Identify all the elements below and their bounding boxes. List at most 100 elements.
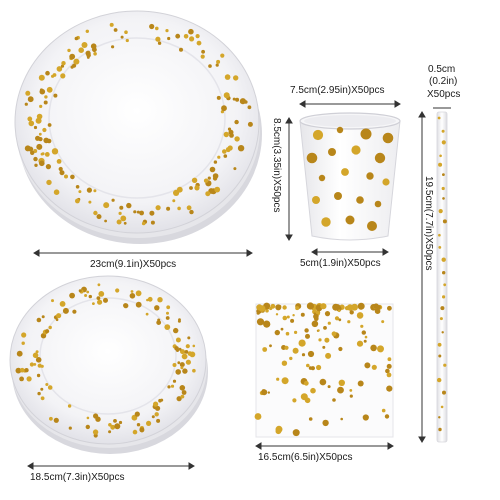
gold-dot	[24, 102, 28, 106]
gold-dot	[51, 148, 59, 155]
gold-dot	[337, 309, 341, 313]
gold-dot	[443, 363, 447, 367]
gold-dot	[312, 196, 320, 204]
gold-dot	[357, 380, 364, 387]
gold-dot	[165, 316, 170, 320]
gold-dot	[129, 293, 136, 299]
gold-dot	[34, 163, 38, 167]
gold-dot	[319, 378, 327, 386]
gold-dot	[73, 58, 80, 65]
gold-dot	[195, 34, 200, 39]
gold-dot	[75, 198, 80, 204]
gold-dot	[176, 186, 183, 193]
gold-dot	[53, 417, 59, 423]
gold-dot	[220, 53, 225, 58]
gold-dot	[332, 398, 336, 402]
gold-dot	[222, 149, 227, 154]
gold-dot	[441, 129, 445, 133]
gold-dot	[153, 401, 159, 407]
gold-dot	[441, 257, 446, 262]
gold-dot	[323, 326, 327, 330]
gold-dot	[126, 202, 132, 209]
gold-dot	[247, 105, 252, 110]
gold-dot	[135, 301, 142, 308]
large-plate-dots	[24, 22, 253, 226]
gold-dot	[185, 359, 191, 365]
gold-dot	[48, 325, 52, 330]
gold-dot	[223, 154, 228, 158]
gold-dot	[226, 147, 230, 152]
gold-dot	[187, 336, 191, 340]
gold-dot	[85, 29, 90, 33]
gold-dot	[442, 390, 446, 395]
gold-dot	[256, 318, 265, 326]
gold-dot	[292, 347, 299, 354]
gold-dot	[347, 320, 351, 324]
gold-dot	[373, 303, 379, 310]
gold-dot	[151, 415, 155, 419]
gold-dot	[78, 190, 82, 194]
gold-dot	[294, 330, 298, 334]
gold-dot	[81, 42, 88, 48]
gold-dot	[338, 318, 342, 322]
gold-dot	[386, 363, 392, 369]
gold-dot	[43, 137, 49, 144]
gold-dot	[440, 306, 445, 311]
gold-dot	[437, 377, 442, 383]
gold-dot	[356, 196, 364, 204]
gold-dot	[186, 205, 192, 211]
gold-dot	[265, 308, 269, 313]
gold-dot	[351, 145, 361, 155]
gold-dot	[177, 319, 181, 323]
gold-dot	[167, 385, 171, 389]
gold-dot	[188, 28, 194, 35]
gold-dot	[300, 393, 308, 401]
gold-dot	[270, 303, 276, 309]
gold-dot	[205, 191, 211, 197]
small-plate-dots	[15, 283, 196, 438]
gold-dot	[179, 385, 186, 391]
gold-dot	[88, 294, 93, 299]
gold-dot	[267, 391, 270, 394]
gold-dot	[156, 320, 162, 325]
straw-length-label: 19.5cm(7.7in)X50pcs	[423, 176, 434, 271]
gold-dot	[308, 366, 313, 370]
gold-dot	[382, 178, 390, 186]
gold-dot	[37, 391, 41, 396]
gold-dot	[358, 304, 364, 310]
gold-dot	[310, 305, 314, 309]
gold-dot	[32, 352, 39, 359]
gold-dot	[377, 345, 384, 353]
gold-dot	[86, 416, 90, 420]
gold-dot	[366, 172, 374, 180]
gold-dot	[340, 417, 344, 421]
gold-dot	[311, 320, 319, 328]
gold-dot	[45, 383, 49, 386]
gold-dot	[175, 33, 181, 39]
straw-width-label-1: 0.5cm	[428, 64, 456, 75]
gold-dot	[183, 34, 189, 39]
gold-dot	[306, 363, 310, 368]
gold-dot	[216, 59, 221, 64]
dimension-lines	[27, 100, 451, 470]
gold-dot	[192, 368, 196, 373]
gold-dot	[111, 45, 115, 49]
gold-dot	[284, 345, 289, 350]
gold-dot	[27, 96, 34, 103]
gold-dot	[67, 404, 72, 408]
gold-dot	[155, 36, 161, 42]
gold-dot	[38, 74, 45, 81]
gold-dot	[46, 86, 53, 93]
gold-dot	[320, 303, 327, 310]
gold-dot	[281, 360, 288, 366]
gold-dot	[139, 427, 145, 433]
cup	[299, 112, 401, 241]
gold-dot	[172, 199, 176, 203]
straw	[436, 111, 448, 443]
gold-dot	[70, 65, 74, 69]
gold-dot	[120, 35, 124, 39]
gold-dot	[61, 61, 66, 66]
gold-dot	[181, 390, 187, 395]
gold-dot	[363, 339, 367, 343]
gold-dot	[443, 283, 447, 287]
